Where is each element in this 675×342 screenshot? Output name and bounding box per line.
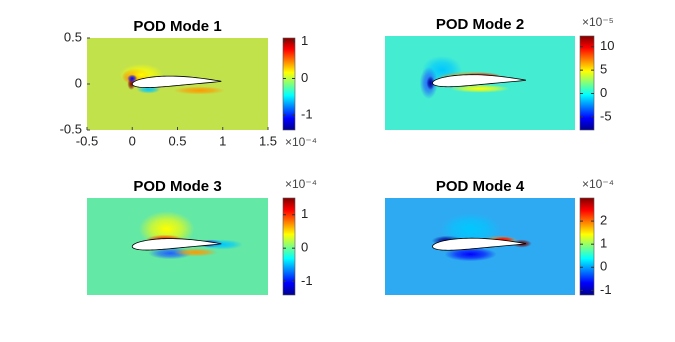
colorbar-tick-label: 1: [600, 236, 607, 251]
colorbar-scale: ×10⁻⁵: [582, 15, 614, 29]
colorbar-tick-label: -1: [600, 282, 612, 297]
panel: POD Mode 1 -0.5 0 0.5 1 1.5 -0.5 0 0.5 -1 0 1 ×10⁻⁴: [60, 18, 317, 149]
field-structure: [173, 86, 226, 95]
colorbar-tick-label: 0: [600, 259, 607, 274]
x-tick-label: 1.5: [259, 133, 277, 148]
colorbar: [579, 35, 595, 131]
colorbar: [282, 37, 296, 131]
colorbar-tick-label: -1: [301, 107, 313, 122]
field-structure: [127, 74, 138, 83]
panel-title: POD Mode 1: [133, 18, 221, 35]
x-tick-label: 0: [129, 133, 136, 148]
colorbar-scale: ×10⁻⁴: [285, 177, 317, 191]
colorbar-tick-label: 0: [600, 85, 607, 100]
colorbar-tick-label: 0: [301, 240, 308, 255]
colorbar-tick-label: 5: [600, 62, 607, 77]
x-tick-label: 0.5: [168, 133, 186, 148]
field-structure: [450, 84, 510, 93]
field: [385, 36, 575, 130]
panel: POD Mode 3 -1 0 1 ×10⁻⁴: [87, 177, 317, 296]
airfoil: [131, 75, 222, 88]
airfoil: [432, 74, 526, 88]
y-tick-label: 0.5: [64, 29, 82, 44]
panel: POD Mode 4 -1 0 1 2 ×10⁻⁴: [385, 177, 614, 297]
panel: POD Mode 2 -5 0 5 10 ×10⁻⁵: [385, 15, 614, 131]
field: [87, 198, 268, 295]
field-structure: [173, 248, 218, 257]
panel-title: POD Mode 4: [436, 178, 525, 195]
y-tick-label: -0.5: [60, 121, 82, 136]
panel-title: POD Mode 2: [436, 16, 524, 33]
panel-title: POD Mode 3: [133, 178, 221, 195]
field-structure: [444, 247, 497, 262]
colorbar-tick-label: 1: [301, 206, 308, 221]
colorbar-tick-label: 2: [600, 213, 607, 228]
field: [87, 38, 268, 130]
field-structure: [426, 76, 435, 90]
colorbar-scale: ×10⁻⁴: [582, 177, 614, 191]
colorbar-tick-label: -1: [301, 273, 313, 288]
airfoil: [131, 238, 222, 251]
field-structure: [440, 213, 501, 246]
colorbar-tick-label: 10: [600, 38, 614, 53]
colorbar: [579, 197, 595, 296]
colorbar-tick-label: 0: [301, 70, 308, 85]
colorbar-tick-label: 1: [301, 33, 308, 48]
colorbar-scale: ×10⁻⁴: [285, 135, 317, 149]
x-tick-label: 1: [219, 133, 226, 148]
field: [385, 198, 575, 295]
colorbar: [282, 197, 296, 296]
airfoil: [432, 237, 526, 251]
x-tick-label: -0.5: [76, 133, 98, 148]
y-tick-label: 0: [75, 75, 82, 90]
colorbar-tick-label: -5: [600, 108, 612, 123]
